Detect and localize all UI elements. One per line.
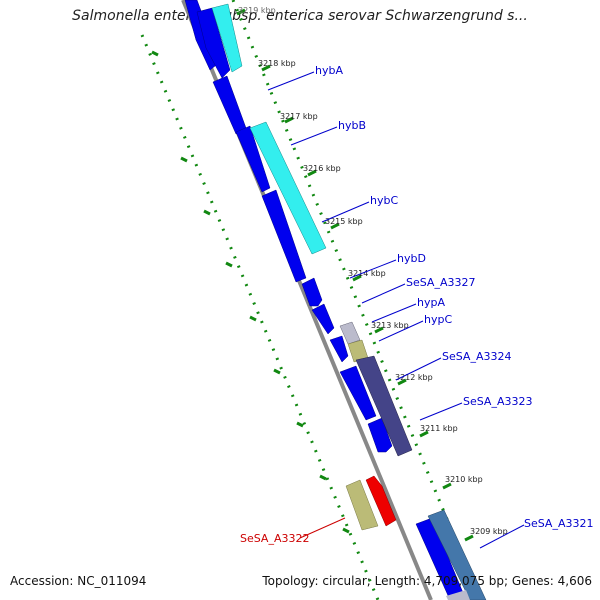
genome-stats-label: Topology: circular; Length: 4,709,075 bp… bbox=[262, 574, 592, 588]
cds-block-SeSA_A3327[interactable] bbox=[311, 303, 335, 335]
accession-label: Accession: NC_011094 bbox=[10, 574, 147, 588]
kbp-label: 3209 kbp bbox=[470, 527, 508, 536]
cyan-feature[interactable] bbox=[249, 121, 327, 255]
gene-label-SeSA_A3327[interactable]: SeSA_A3327 bbox=[406, 276, 475, 289]
kbp-label: 3218 kbp bbox=[258, 59, 296, 68]
cds-block-SeSA_A3324[interactable] bbox=[339, 365, 377, 421]
cyan-feature[interactable] bbox=[211, 3, 243, 73]
khaki-feature[interactable] bbox=[345, 479, 379, 531]
outer-dotted-track bbox=[140, 34, 380, 600]
gene-label-leaders bbox=[267, 71, 525, 549]
cds-block-SeSA_A3323[interactable] bbox=[367, 417, 393, 453]
lilac-feature[interactable] bbox=[446, 590, 470, 600]
cds-block-SeSA_A3321[interactable] bbox=[415, 517, 467, 600]
gene-label-hypC[interactable]: hypC bbox=[424, 313, 452, 326]
steel-feature[interactable] bbox=[427, 509, 487, 600]
gene-label-SeSA_A3322[interactable]: SeSA_A3322 bbox=[240, 532, 309, 545]
lilac-feature[interactable] bbox=[339, 321, 361, 345]
kbp-label: 3215 kbp bbox=[325, 217, 363, 226]
kbp-label: 3214 kbp bbox=[348, 269, 386, 278]
gene-label-hybA[interactable]: hybA bbox=[315, 64, 343, 77]
kbp-label: 3212 kbp bbox=[395, 373, 433, 382]
gene-label-SeSA_A3323[interactable]: SeSA_A3323 bbox=[463, 395, 532, 408]
gene-label-SeSA_A3324[interactable]: SeSA_A3324 bbox=[442, 350, 511, 363]
kbp-tick-marks bbox=[151, 8, 474, 542]
gene-label-SeSA_A3321[interactable]: SeSA_A3321 bbox=[524, 517, 593, 530]
gene-label-hybD[interactable]: hybD bbox=[397, 252, 426, 265]
kbp-label: 3211 kbp bbox=[420, 424, 458, 433]
kbp-label: 3219 kbp bbox=[238, 6, 276, 15]
gene-label-hybB[interactable]: hybB bbox=[338, 119, 366, 132]
gene-label-hypA[interactable]: hypA bbox=[417, 296, 445, 309]
gene-label-hybC[interactable]: hybC bbox=[370, 194, 398, 207]
cds-block-hypA[interactable] bbox=[329, 335, 349, 363]
slate-feature[interactable] bbox=[355, 355, 413, 457]
kbp-label: 3210 kbp bbox=[445, 475, 483, 484]
kbp-label: 3216 kbp bbox=[303, 164, 341, 173]
inner-dotted-track bbox=[231, 0, 472, 576]
kbp-label: 3217 kbp bbox=[280, 112, 318, 121]
red-feature-SeSA_A3322[interactable] bbox=[365, 475, 397, 527]
cds-block-hybB[interactable] bbox=[235, 125, 271, 193]
cds-block-hybD[interactable] bbox=[301, 277, 323, 307]
cds-block-hybA[interactable] bbox=[212, 75, 247, 135]
cds-block[interactable] bbox=[196, 7, 231, 79]
cds-block-hybC[interactable] bbox=[261, 189, 307, 283]
kbp-label: 3213 kbp bbox=[371, 321, 409, 330]
